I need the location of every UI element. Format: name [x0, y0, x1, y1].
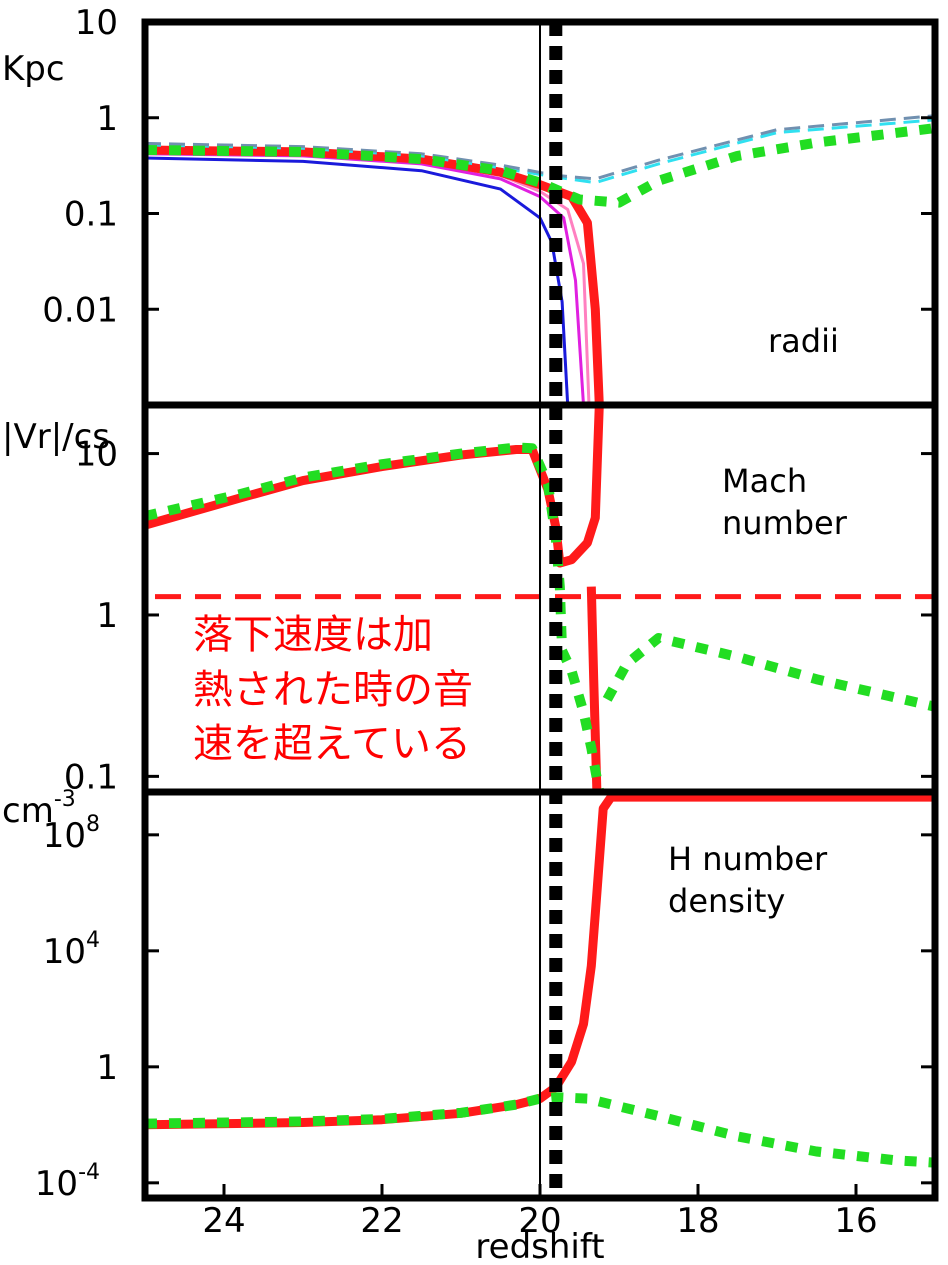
density-series-red-0 — [145, 792, 935, 1130]
x-tick-label-3: 18 — [676, 1201, 719, 1241]
annotation-line1: 落下速度は加 — [193, 612, 433, 658]
density-y-tick-label-1: 104 — [43, 928, 100, 972]
mach-y-tick-label-0: 10 — [75, 435, 118, 475]
radii-y-tick-label-2: 0.1 — [64, 195, 118, 235]
radii-panel-label: radii — [768, 322, 839, 360]
radii-series-blue-0 — [145, 156, 570, 405]
mach-series-green-2 — [145, 442, 605, 792]
density-panel-label-line2: density — [668, 882, 785, 920]
x-axis-label: redshift — [475, 1227, 604, 1265]
annotation-line2: 熱された時の音 — [193, 667, 473, 713]
radii-y-unit: Kpc — [2, 49, 65, 89]
density-panel — [145, 792, 935, 1168]
mach-y-unit: |Vr|/cs — [2, 417, 110, 457]
radii-y-tick-label-1: 1 — [96, 99, 118, 139]
mach-series-red-0 — [145, 405, 604, 568]
density-y-tick-label-3: 10-4 — [35, 1160, 100, 1204]
radii-y-tick-label-0: 10 — [75, 3, 118, 43]
x-tick-label-4: 16 — [834, 1201, 877, 1241]
mach-series-red-1 — [586, 586, 602, 792]
redshift-markers — [539, 22, 563, 1198]
mach-y-tick-label-1: 1 — [96, 596, 118, 636]
annotation-line3: 速を超えている — [193, 721, 471, 767]
mach-series-green-3 — [602, 633, 935, 712]
mach-panel-label-line2: number — [722, 504, 848, 542]
density-y-tick-label-0: 108 — [43, 812, 100, 856]
mach-panel-label-line1: Mach — [722, 462, 807, 500]
x-tick-label-0: 24 — [202, 1201, 245, 1241]
x-tick-label-1: 22 — [360, 1201, 403, 1241]
x-tick-label-2: 20 — [518, 1201, 561, 1241]
density-panel-label-line1: H number — [668, 840, 828, 878]
density-y-tick-label-2: 1 — [96, 1048, 118, 1088]
axes: 10 1 0.1 0.01 10 1 0.1 108 104 1 10-4 24 22 20 18 16 — [35, 3, 939, 1241]
mach-number-panel — [145, 405, 935, 792]
radii-series-magenta-1 — [145, 152, 585, 405]
density-series-green-1 — [145, 1092, 935, 1168]
radii-y-tick-label-3: 0.01 — [42, 290, 118, 330]
mach-y-tick-label-2: 0.1 — [64, 757, 118, 797]
density-y-unit: cm-3 — [2, 787, 76, 831]
radii-series-green-6 — [145, 123, 935, 208]
